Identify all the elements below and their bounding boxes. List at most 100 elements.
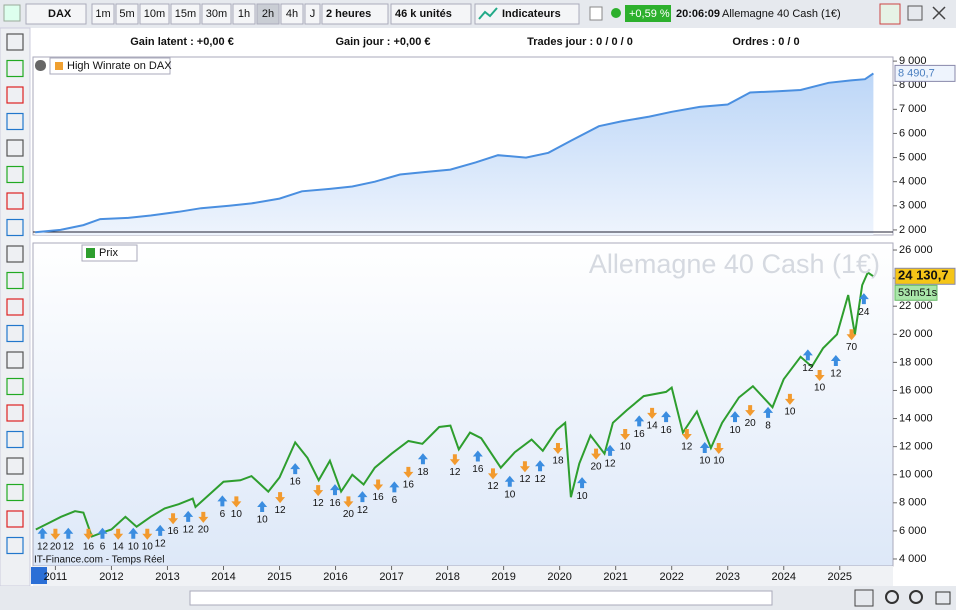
timeframe-button[interactable] <box>304 3 321 25</box>
tool-button[interactable] <box>6 298 24 316</box>
tool-button[interactable] <box>6 139 24 157</box>
tool-button[interactable] <box>6 510 24 528</box>
y-tick-label: 18 000 <box>899 356 933 368</box>
timeframe-label: 1m <box>95 8 110 20</box>
timeframe-button[interactable] <box>170 3 201 25</box>
signal-label: 16 <box>168 526 180 537</box>
y-tick-label: 8 000 <box>899 497 927 509</box>
timeframe-button[interactable] <box>280 3 304 25</box>
tool-button[interactable] <box>6 536 24 555</box>
zoom-button[interactable] <box>854 589 874 607</box>
signal-label: 12 <box>605 458 617 469</box>
x-tick-label: 2013 <box>155 571 179 583</box>
signal-label: 10 <box>504 489 516 500</box>
y-tick-label: 8 000 <box>899 79 927 91</box>
last-value-label: 24 130,7 <box>898 268 949 283</box>
signal-label: 6 <box>100 541 106 552</box>
close-indicator[interactable] <box>35 60 46 71</box>
signal-label: 20 <box>50 541 62 552</box>
buy-signal <box>389 481 400 493</box>
signal-label: 24 <box>858 307 870 318</box>
scrollbar[interactable] <box>189 590 773 606</box>
tool-button[interactable] <box>6 112 24 131</box>
fit-button[interactable] <box>935 591 951 605</box>
sell-signal <box>814 370 825 382</box>
info-icon[interactable] <box>589 6 603 21</box>
y-tick-label: 4 000 <box>899 553 927 565</box>
timeframe-label: 5m <box>119 8 134 20</box>
tool-button[interactable] <box>6 483 24 502</box>
timeframe-button[interactable] <box>115 3 139 25</box>
tool-button[interactable] <box>6 218 24 237</box>
tool-button[interactable] <box>6 245 24 263</box>
tool-button[interactable] <box>6 86 24 104</box>
legend-label: Prix <box>99 247 118 259</box>
buy-signal <box>183 510 194 522</box>
y-tick-label: 16 000 <box>899 384 933 396</box>
legend-box <box>81 244 138 262</box>
tool-button[interactable] <box>6 351 24 369</box>
buy-signal <box>37 527 48 539</box>
legend-box <box>49 57 171 75</box>
signal-label: 10 <box>576 491 588 502</box>
buy-signal <box>661 411 672 423</box>
signal-label: 16 <box>329 498 341 509</box>
indicators-box[interactable] <box>474 3 580 25</box>
signal-label: 18 <box>552 456 564 467</box>
buy-signal <box>155 524 166 536</box>
change: +0,59 % <box>629 8 670 20</box>
y-tick-label: 22 000 <box>899 300 933 312</box>
y-tick-label: 2 000 <box>899 224 927 236</box>
chart-icon[interactable] <box>3 4 21 22</box>
signal-label: 14 <box>113 541 125 552</box>
period-box[interactable] <box>321 3 389 25</box>
zoom-in-button[interactable] <box>909 590 923 604</box>
signal-label: 20 <box>745 418 757 429</box>
equity-line <box>35 72 874 234</box>
signal-label: 16 <box>290 477 302 488</box>
tool-button[interactable] <box>6 457 24 475</box>
price-line <box>35 271 874 538</box>
buy-signal <box>97 527 108 539</box>
y-tick-label: 6 000 <box>899 525 927 537</box>
tool-button[interactable] <box>6 165 24 184</box>
units-box[interactable] <box>390 3 472 25</box>
signal-label: 14 <box>647 421 659 432</box>
close-button[interactable] <box>932 6 946 20</box>
timeframe-button[interactable] <box>139 3 170 25</box>
sell-signal <box>403 466 414 478</box>
x-tick-label: 2015 <box>267 571 291 583</box>
countdown: 53m51s <box>898 287 938 299</box>
timeframe-button[interactable] <box>91 3 115 25</box>
tool-button[interactable] <box>6 59 24 78</box>
tool-button[interactable] <box>6 324 24 343</box>
buy-signal <box>699 442 710 454</box>
y-tick-label: 14 000 <box>899 412 933 424</box>
timeframe-button[interactable] <box>201 3 232 25</box>
signal-label: 10 <box>713 456 725 467</box>
sell-signal <box>487 468 498 480</box>
refresh-button[interactable] <box>879 3 901 25</box>
x-tick-label: 2022 <box>659 571 683 583</box>
sell-signal <box>313 485 324 497</box>
legend-swatch <box>86 248 95 258</box>
symbol-box[interactable] <box>25 3 87 25</box>
scroll-left-button[interactable] <box>31 567 47 584</box>
timeframe-button[interactable] <box>256 3 280 25</box>
y-tick-label: 7 000 <box>899 103 927 115</box>
tool-button[interactable] <box>6 377 24 396</box>
instrument: Allemagne 40 Cash (1€) <box>722 8 841 20</box>
zoom-out-button[interactable] <box>885 590 899 604</box>
tool-button[interactable] <box>6 33 24 51</box>
tool-button[interactable] <box>6 271 24 290</box>
tool-button[interactable] <box>6 404 24 422</box>
last-value-box <box>894 267 956 285</box>
sell-signal <box>275 492 286 504</box>
signal-label: 18 <box>417 467 429 478</box>
window-button[interactable] <box>907 5 923 21</box>
tool-button[interactable] <box>6 430 24 449</box>
tool-button[interactable] <box>6 192 24 210</box>
signal-label: 8 <box>765 421 771 432</box>
stat: Gain jour : +0,00 € <box>335 36 430 48</box>
timeframe-button[interactable] <box>232 3 256 25</box>
